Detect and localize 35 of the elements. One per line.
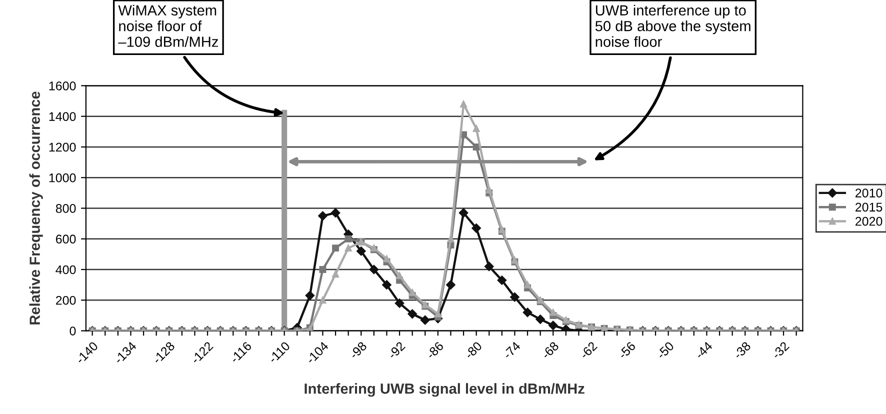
x-tick-label: -44 — [694, 341, 713, 360]
y-tick-label: 1600 — [49, 82, 76, 90]
x-tick-label: -104 — [306, 341, 329, 364]
text: UWB interference up to 50 dB above the system noise floor — [595, 4, 750, 47]
x-tick-label: -92 — [387, 341, 406, 360]
y-tick-label: 400 — [56, 265, 76, 274]
x-tick-label: -80 — [464, 341, 482, 360]
x-tick-label: -62 — [579, 341, 598, 360]
x-tick-label: -50 — [656, 341, 674, 360]
y-tick-label: 1400 — [49, 112, 76, 121]
x-tick-label: -86 — [426, 341, 444, 360]
y-tick-label: 0 — [70, 326, 76, 336]
x-tick-label: -116 — [230, 341, 252, 364]
x-tick-label: -56 — [618, 341, 636, 360]
legend-label: 2020 — [856, 216, 882, 226]
legend-label: 2015 — [856, 202, 882, 212]
x-tick-label: -32 — [771, 341, 790, 360]
x-tick-label: -122 — [190, 341, 214, 364]
x-tick-label: -140 — [75, 341, 98, 364]
y-tick-label: 200 — [56, 296, 76, 305]
y-tick-label: 1200 — [49, 142, 76, 152]
y-tick-label: 1000 — [49, 173, 76, 182]
annotation: WiMAX system noise floor of –109 dBm/MHz — [118, 4, 218, 47]
y-tick-label: 800 — [56, 204, 76, 213]
x-tick-label: -110 — [268, 341, 290, 364]
legend-label: 2010 — [856, 188, 882, 198]
x-tick-label: -134 — [114, 341, 137, 364]
y-axis-title: Relative Frequency of occurrence — [29, 92, 43, 324]
x-tick-label: -68 — [540, 341, 560, 360]
x-axis-title: Interfering UWB signal level in dBm/MHz — [304, 383, 584, 397]
x-tick-label: -74 — [502, 341, 521, 360]
x-tick-label: -128 — [152, 341, 176, 364]
x-tick-label: -38 — [732, 341, 752, 360]
y-tick-label: 600 — [56, 234, 76, 244]
x-tick-label: -98 — [348, 341, 368, 360]
